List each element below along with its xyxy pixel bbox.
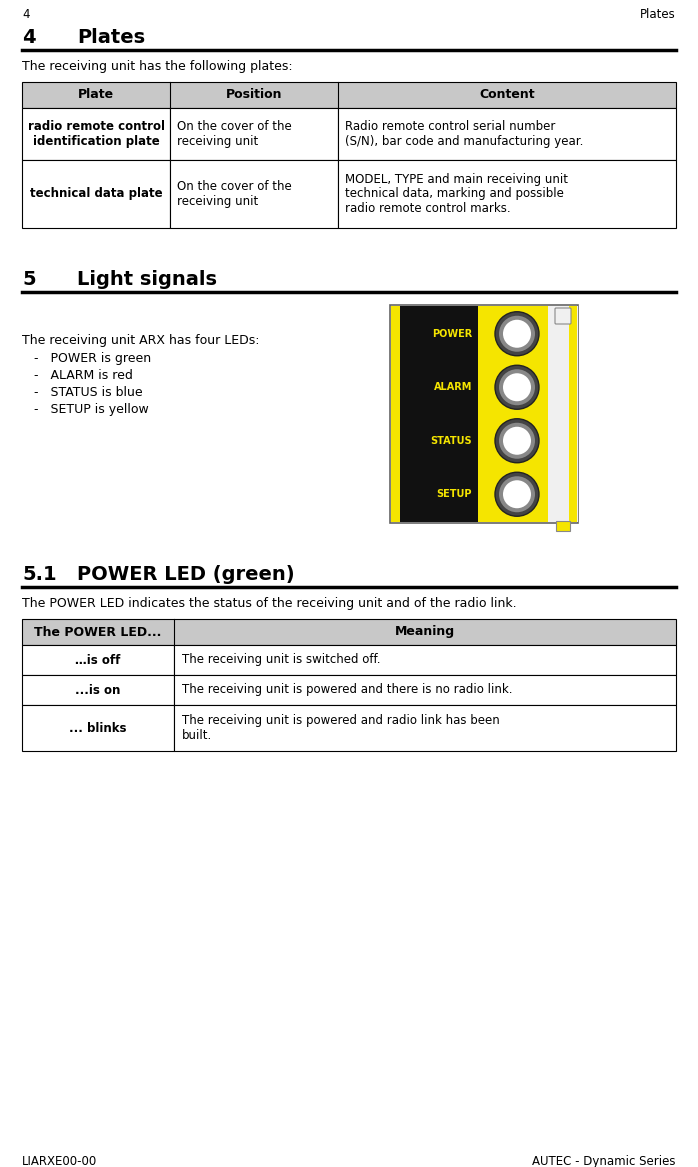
Text: 4: 4 [22, 8, 29, 21]
Bar [556, 520, 570, 531]
Text: ALARM: ALARM [433, 383, 472, 392]
Text: radio remote control
identification plate: radio remote control identification plat… [27, 120, 165, 148]
Text: -   SETUP is yellow: - SETUP is yellow [34, 403, 149, 415]
Text: -   ALARM is red: - ALARM is red [34, 369, 133, 382]
Bar [22, 705, 174, 752]
Circle shape [495, 473, 539, 516]
Bar [569, 306, 577, 522]
Bar [548, 306, 578, 522]
Text: Content: Content [480, 89, 535, 102]
Circle shape [495, 365, 539, 410]
Bar [174, 645, 676, 675]
Text: Meaning: Meaning [395, 626, 455, 638]
Text: Plates: Plates [77, 28, 145, 47]
Text: technical data plate: technical data plate [30, 188, 163, 201]
Circle shape [499, 422, 535, 459]
Circle shape [495, 312, 539, 356]
Text: SETUP: SETUP [436, 489, 472, 499]
Text: Position: Position [225, 89, 282, 102]
Text: Light signals: Light signals [77, 270, 217, 289]
Text: …is off: …is off [75, 654, 121, 666]
Bar [22, 619, 676, 645]
Bar [338, 109, 676, 160]
Bar [391, 306, 400, 522]
Text: The POWER LED indicates the status of the receiving unit and of the radio link.: The POWER LED indicates the status of th… [22, 598, 517, 610]
Text: ...is on: ...is on [75, 684, 121, 697]
Text: MODEL, TYPE and main receiving unit
technical data, marking and possible
radio r: MODEL, TYPE and main receiving unit tech… [345, 173, 568, 216]
Text: 5.1: 5.1 [22, 565, 57, 584]
Text: -   POWER is green: - POWER is green [34, 352, 151, 365]
FancyBboxPatch shape [555, 308, 571, 324]
Circle shape [499, 369, 535, 405]
Text: LIARXE00-00: LIARXE00-00 [22, 1155, 97, 1167]
Text: The receiving unit is powered and there is no radio link.: The receiving unit is powered and there … [182, 684, 512, 697]
Text: 4: 4 [22, 28, 36, 47]
Circle shape [499, 316, 535, 351]
Text: 5: 5 [22, 270, 36, 289]
Circle shape [503, 320, 531, 348]
Bar [22, 675, 174, 705]
Text: The receiving unit has the following plates:: The receiving unit has the following pla… [22, 60, 292, 74]
Text: The receiving unit is switched off.: The receiving unit is switched off. [182, 654, 380, 666]
Circle shape [503, 373, 531, 401]
Text: STATUS: STATUS [431, 435, 472, 446]
Bar [22, 645, 174, 675]
Text: On the cover of the
receiving unit: On the cover of the receiving unit [177, 120, 292, 148]
Circle shape [503, 427, 531, 455]
Circle shape [499, 476, 535, 512]
Text: Plate: Plate [78, 89, 114, 102]
Bar [486, 306, 548, 522]
Text: The receiving unit is powered and radio link has been
built.: The receiving unit is powered and radio … [182, 714, 500, 742]
Bar [170, 160, 338, 228]
Text: POWER LED (green): POWER LED (green) [77, 565, 295, 584]
Text: The POWER LED...: The POWER LED... [34, 626, 162, 638]
Bar [338, 160, 676, 228]
Text: POWER: POWER [432, 329, 472, 338]
Bar [478, 306, 486, 522]
Text: On the cover of the
receiving unit: On the cover of the receiving unit [177, 180, 292, 208]
Text: -   STATUS is blue: - STATUS is blue [34, 386, 142, 399]
Text: Plates: Plates [640, 8, 676, 21]
Circle shape [495, 419, 539, 463]
Bar [22, 109, 170, 160]
Text: ... blinks: ... blinks [69, 721, 127, 734]
Bar [390, 305, 578, 523]
Bar [170, 109, 338, 160]
Bar [22, 82, 676, 109]
Text: AUTEC - Dynamic Series: AUTEC - Dynamic Series [533, 1155, 676, 1167]
Bar [174, 705, 676, 752]
Bar [400, 306, 478, 522]
Text: Radio remote control serial number
(S/N), bar code and manufacturing year.: Radio remote control serial number (S/N)… [345, 120, 584, 148]
Text: The receiving unit ARX has four LEDs:: The receiving unit ARX has four LEDs: [22, 334, 260, 347]
Bar [174, 675, 676, 705]
Circle shape [503, 481, 531, 509]
Bar [22, 160, 170, 228]
